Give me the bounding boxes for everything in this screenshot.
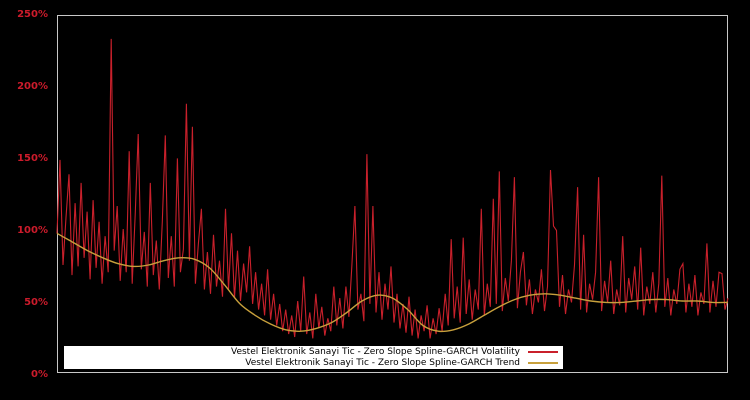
- y-tick-label: 150%: [17, 153, 48, 164]
- y-tick-label: 50%: [24, 297, 48, 308]
- y-tick-label: 0%: [31, 369, 48, 380]
- legend-row-volatility: Vestel Elektronik Sanayi Tic - Zero Slop…: [64, 347, 558, 358]
- legend: Vestel Elektronik Sanayi Tic - Zero Slop…: [64, 346, 563, 369]
- legend-line-sample-trend: [528, 362, 558, 364]
- volatility-line: [56, 38, 729, 339]
- legend-label-trend: Vestel Elektronik Sanayi Tic - Zero Slop…: [245, 357, 520, 368]
- trend-line: [56, 232, 729, 333]
- legend-row-trend: Vestel Elektronik Sanayi Tic - Zero Slop…: [64, 358, 558, 369]
- legend-line-sample-volatility: [528, 351, 558, 353]
- legend-label-volatility: Vestel Elektronik Sanayi Tic - Zero Slop…: [231, 346, 520, 357]
- y-tick-label: 200%: [17, 81, 48, 92]
- y-tick-label: 250%: [17, 9, 48, 20]
- plot-area: [57, 15, 728, 373]
- y-tick-label: 100%: [17, 225, 48, 236]
